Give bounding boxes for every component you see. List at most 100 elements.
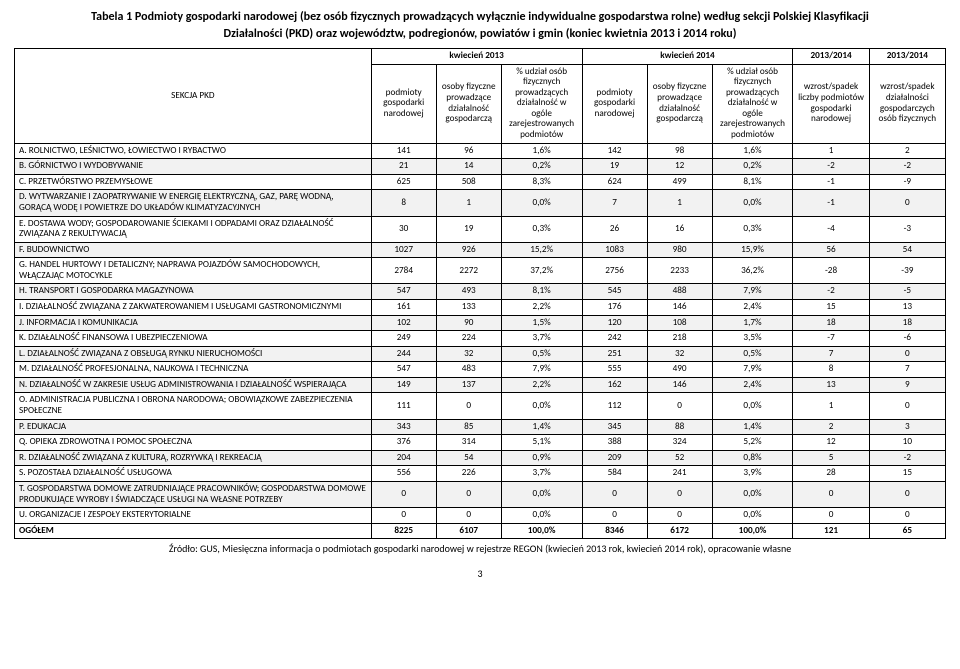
cell-value: 3,7% [501, 331, 582, 347]
cell-value: 0,5% [501, 346, 582, 362]
cell-value: -6 [869, 331, 945, 347]
cell-value: 3,9% [712, 466, 793, 482]
cell-value: 3,5% [712, 331, 793, 347]
table-row: M. DZIAŁALNOŚĆ PROFESJONALNA, NAUKOWA I … [15, 362, 946, 378]
cell-value: 2272 [436, 258, 501, 284]
cell-value: 37,2% [501, 258, 582, 284]
cell-value: 224 [436, 331, 501, 347]
col-period-2014: kwiecień 2014 [582, 49, 793, 65]
row-label: R. DZIAŁALNOŚĆ ZWIĄZANA Z KULTURĄ, ROZRY… [15, 450, 372, 466]
cell-value: 146 [647, 299, 712, 315]
cell-value: 7,9% [712, 362, 793, 378]
col-wzrost-podmioty: wzrost/spadek liczby podmiotów gospodark… [793, 64, 869, 143]
row-label: A. ROLNICTWO, LEŚNICTWO, ŁOWIECTWO I RYB… [15, 143, 372, 159]
table-row: G. HANDEL HURTOWY I DETALICZNY; NAPRAWA … [15, 258, 946, 284]
cell-value: 242 [582, 331, 647, 347]
cell-value: -2 [869, 450, 945, 466]
cell-value: 0,3% [712, 216, 793, 242]
cell-value: 2756 [582, 258, 647, 284]
cell-value: 1027 [371, 242, 436, 258]
col-ratio-1: 2013/2014 [793, 49, 869, 65]
cell-value: 0,0% [501, 508, 582, 524]
cell-value: 0,0% [712, 508, 793, 524]
cell-value: 12 [793, 435, 869, 451]
row-label: U. ORGANIZACJE I ZESPOŁY EKSTERYTORIALNE [15, 508, 372, 524]
row-label: I. DZIAŁALNOŚĆ ZWIĄZANA Z ZAKWATEROWANIE… [15, 299, 372, 315]
cell-value: 21 [371, 159, 436, 175]
table-row: L. DZIAŁALNOŚĆ ZWIĄZANA Z OBSŁUGĄ RYNKU … [15, 346, 946, 362]
cell-value: 0 [647, 508, 712, 524]
table-row: Q. OPIEKA ZDROWOTNA I POMOC SPOŁECZNA376… [15, 435, 946, 451]
cell-value: 555 [582, 362, 647, 378]
cell-value: 16 [647, 216, 712, 242]
table-row: C. PRZETWÓRSTWO PRZEMYSŁOWE6255088,3%624… [15, 174, 946, 190]
cell-value: 7 [582, 190, 647, 216]
row-label: F. BUDOWNICTWO [15, 242, 372, 258]
cell-value: 13 [869, 299, 945, 315]
row-label: E. DOSTAWA WODY; GOSPODAROWANIE ŚCIEKAMI… [15, 216, 372, 242]
cell-value: 2,4% [712, 377, 793, 393]
table-row: R. DZIAŁALNOŚĆ ZWIĄZANA Z KULTURĄ, ROZRY… [15, 450, 946, 466]
cell-value: 54 [436, 450, 501, 466]
cell-value: 100,0% [501, 523, 582, 539]
cell-value: 0 [582, 508, 647, 524]
cell-value: 54 [869, 242, 945, 258]
cell-value: 226 [436, 466, 501, 482]
cell-value: 19 [436, 216, 501, 242]
table-title: Tabela 1 Podmioty gospodarki narodowej (… [14, 10, 946, 25]
table-row: D. WYTWARZANIE I ZAOPATRYWANIE W ENERGIĘ… [15, 190, 946, 216]
table-row: B. GÓRNICTWO I WYDOBYWANIE21140,2%19120,… [15, 159, 946, 175]
col-wzrost-osoby: wzrost/spadek działalności gospodarczych… [869, 64, 945, 143]
cell-value: 3,7% [501, 466, 582, 482]
cell-value: -28 [793, 258, 869, 284]
cell-value: 0,0% [501, 190, 582, 216]
cell-value: -1 [793, 190, 869, 216]
cell-value: 493 [436, 284, 501, 300]
cell-value: 0 [436, 393, 501, 419]
cell-value: 65 [869, 523, 945, 539]
cell-value: 508 [436, 174, 501, 190]
cell-value: 8,1% [501, 284, 582, 300]
cell-value: 0 [869, 508, 945, 524]
cell-value: 0 [869, 481, 945, 507]
cell-value: 141 [371, 143, 436, 159]
cell-value: 15 [793, 299, 869, 315]
cell-value: 490 [647, 362, 712, 378]
cell-value: 28 [793, 466, 869, 482]
col-udzial-2014: % udział osób fizycznych prowadzących dz… [712, 64, 793, 143]
cell-value: 324 [647, 435, 712, 451]
cell-value: -39 [869, 258, 945, 284]
cell-value: 5 [793, 450, 869, 466]
row-label: T. GOSPODARSTWA DOMOWE ZATRUDNIAJĄCE PRA… [15, 481, 372, 507]
cell-value: 2,2% [501, 299, 582, 315]
col-sekcja: SEKCJA PKD [15, 49, 372, 144]
cell-value: 133 [436, 299, 501, 315]
cell-value: -2 [793, 159, 869, 175]
cell-value: 13 [793, 377, 869, 393]
cell-value: 142 [582, 143, 647, 159]
cell-value: 2784 [371, 258, 436, 284]
cell-value: 6107 [436, 523, 501, 539]
cell-value: 0 [869, 393, 945, 419]
cell-value: 7,9% [712, 284, 793, 300]
cell-value: 376 [371, 435, 436, 451]
cell-value: 209 [582, 450, 647, 466]
cell-value: 244 [371, 346, 436, 362]
cell-value: 5,1% [501, 435, 582, 451]
cell-value: 251 [582, 346, 647, 362]
cell-value: 7 [869, 362, 945, 378]
cell-value: 161 [371, 299, 436, 315]
cell-value: 121 [793, 523, 869, 539]
cell-value: 9 [869, 377, 945, 393]
cell-value: 98 [647, 143, 712, 159]
cell-value: -2 [869, 159, 945, 175]
cell-value: 56 [793, 242, 869, 258]
row-label: D. WYTWARZANIE I ZAOPATRYWANIE W ENERGIĘ… [15, 190, 372, 216]
cell-value: 1,6% [501, 143, 582, 159]
cell-value: 249 [371, 331, 436, 347]
cell-value: 345 [582, 419, 647, 435]
cell-value: 111 [371, 393, 436, 419]
cell-value: 0,0% [501, 393, 582, 419]
row-label: OGÓŁEM [15, 523, 372, 539]
cell-value: 0 [371, 508, 436, 524]
